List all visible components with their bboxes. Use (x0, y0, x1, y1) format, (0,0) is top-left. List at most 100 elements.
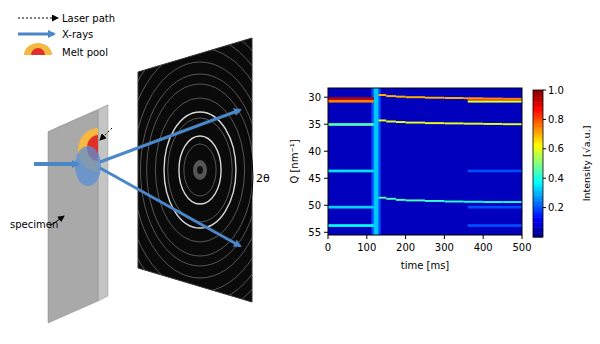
y-tick-label: 40 (308, 146, 321, 157)
heatmap-cell (328, 97, 374, 100)
colorbar-tick (543, 178, 546, 179)
x-tick (405, 235, 406, 239)
diffraction-ring (109, 24, 290, 316)
y-tick-label: 45 (308, 173, 321, 184)
colorbar-label: Intensity [√a.u.] (581, 126, 592, 202)
x-tick-label: 300 (435, 242, 454, 253)
heatmap-cell (444, 97, 463, 99)
diffraction-ring (140, 74, 259, 266)
colorbar-tick-label: 0.2 (548, 202, 564, 213)
heatmap-cell (468, 224, 522, 227)
heatmap-cell (468, 100, 522, 102)
colorbar-tick (543, 119, 546, 120)
heatmap-cell (406, 122, 425, 124)
heatmap-cell (425, 97, 444, 99)
x-tick-label: 500 (512, 242, 531, 253)
colorbar: 0.20.40.60.81.0 (533, 85, 564, 238)
y-tick (324, 151, 328, 152)
heatmap-cell (425, 200, 444, 202)
colorbar-frame (533, 90, 543, 237)
colorbar-tick (543, 207, 546, 208)
heatmap-cell (444, 122, 463, 124)
detector-rings (109, 24, 290, 316)
x-tick (328, 235, 329, 239)
heatmap-cell (328, 224, 374, 227)
x-axis-label: time [ms] (401, 260, 450, 271)
diffraction-ring (184, 144, 216, 196)
heatmap-cell (378, 197, 386, 199)
diffraction-ring (155, 98, 244, 242)
heatmap-cell (503, 123, 522, 125)
beam-center (197, 166, 203, 174)
y-tick (324, 232, 328, 233)
plot-frame (328, 88, 522, 235)
legend-xray-icon (18, 33, 54, 36)
diffraction-ring (133, 62, 267, 278)
heatmap-cell (396, 96, 406, 98)
y-tick (324, 124, 328, 125)
specimen-pointer (50, 216, 64, 226)
x-tick (483, 235, 484, 239)
heatmap-cell (468, 170, 522, 173)
legend-laser-icon (18, 18, 58, 19)
heatmap-cell (386, 95, 396, 97)
xray-diffracted (100, 110, 240, 162)
heatmap-cell (328, 100, 374, 103)
diffraction-ring (179, 136, 221, 204)
heatmap-cell (483, 123, 502, 125)
y-tick-label: 30 (308, 92, 321, 103)
diffraction-ring (117, 36, 283, 304)
legend-label: Laser path (62, 13, 115, 24)
colorbar-tick (543, 90, 546, 91)
legend-melt-icon (31, 48, 45, 55)
diagram: Laser pathX-raysMelt poolspecimen2θ (10, 13, 291, 323)
heatmap-cell (378, 94, 386, 96)
xray-spot (75, 146, 101, 186)
beam-center (193, 160, 207, 180)
heatmap-cell (374, 88, 379, 235)
x-tick (444, 235, 445, 239)
y-tick-label: 50 (308, 200, 321, 211)
heatmap-cell (386, 121, 396, 123)
colorbar-tick-label: 0.8 (548, 114, 564, 125)
specimen-face (48, 110, 98, 323)
heatmap-cell (503, 98, 522, 100)
specimen-side (98, 105, 108, 301)
heatmap-cell (386, 198, 396, 200)
heatmap-cell (464, 97, 483, 99)
y-axis-label: Q [nm⁻¹] (289, 139, 300, 183)
heatmap-cell (371, 88, 380, 235)
xray-incoming (34, 162, 78, 166)
y-tick (324, 205, 328, 206)
x-tick (522, 235, 523, 239)
y-tick-label: 55 (308, 227, 321, 238)
heatmap-cell (328, 206, 374, 209)
heatmap-cell (378, 119, 386, 121)
heatmap-cell (328, 123, 374, 126)
heatmap-cell (406, 199, 425, 201)
heatmap-cell (483, 201, 502, 203)
x-tick-label: 0 (325, 242, 331, 253)
heatmap-cell (464, 201, 483, 203)
heatmap-cell (503, 201, 522, 203)
legend-label: Melt pool (62, 47, 108, 58)
specimen-label: specimen (10, 219, 58, 230)
x-tick-label: 100 (357, 242, 376, 253)
heatmap-cells (328, 88, 522, 235)
laser-path (100, 128, 112, 140)
y-tick-label: 35 (308, 119, 321, 130)
heatmap-cell (425, 122, 444, 124)
heatmap-cell (396, 121, 406, 123)
heatmap-cell (406, 96, 425, 98)
heatmap-cell (396, 199, 406, 201)
diffraction-ring (124, 48, 275, 292)
colorbar-step (533, 90, 543, 93)
heatmap-cell (468, 206, 522, 209)
figure: Laser pathX-raysMelt poolspecimen2θ01002… (0, 0, 600, 344)
angle-arc (240, 116, 253, 238)
x-tick (366, 235, 367, 239)
xray-diffracted (100, 168, 240, 246)
heatmap-cell (444, 201, 463, 203)
colorbar-tick-label: 0.6 (548, 143, 564, 154)
colorbar-tick (543, 148, 546, 149)
